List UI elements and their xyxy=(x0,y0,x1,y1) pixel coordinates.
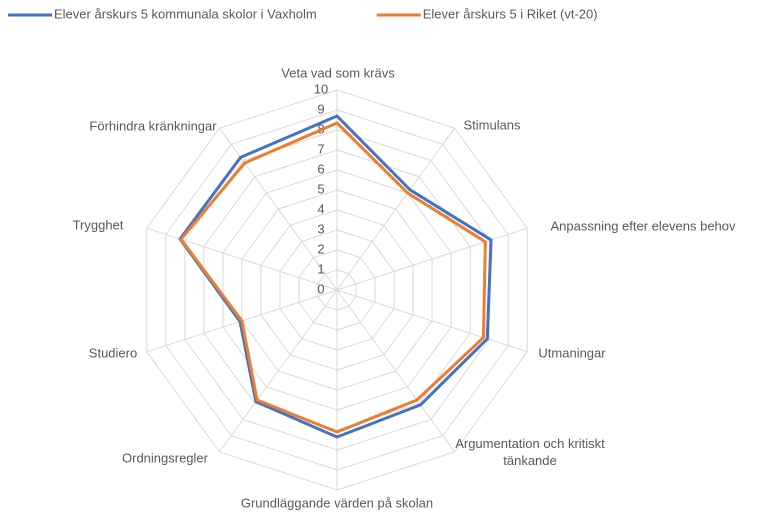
spoke xyxy=(219,127,338,291)
r-tick-label: 10 xyxy=(314,81,328,96)
spoke xyxy=(336,289,455,453)
r-tick-label: 0 xyxy=(317,281,324,296)
spoke xyxy=(146,227,338,291)
category-label: Ordningsregler xyxy=(122,450,208,466)
category-label: Argumentation och kritiskt tänkande xyxy=(455,436,605,468)
r-tick-label: 1 xyxy=(317,261,324,276)
r-tick-label: 5 xyxy=(317,181,324,196)
category-label: Stimulans xyxy=(463,117,521,133)
r-tick-label: 6 xyxy=(317,161,324,176)
spoke xyxy=(336,227,528,291)
category-label: Utmaningar xyxy=(538,345,606,361)
r-tick-label: 7 xyxy=(317,141,324,156)
r-tick-label: 2 xyxy=(317,241,324,256)
category-label: Studiero xyxy=(88,345,138,361)
spoke xyxy=(336,289,528,353)
series-line xyxy=(179,121,487,434)
spoke xyxy=(219,289,338,453)
category-label: Grundläggande värden på skolan xyxy=(240,495,434,511)
category-label: Trygghet xyxy=(72,217,124,233)
category-label: Veta vad som krävs xyxy=(281,65,395,81)
category-label: Förhindra kränkningar xyxy=(89,118,217,134)
r-tick-label: 3 xyxy=(317,221,324,236)
category-label: Anpassning efter elevens behov xyxy=(550,218,736,234)
series-line xyxy=(178,114,493,439)
r-tick-label: 9 xyxy=(317,101,324,116)
legend-label: Elever årskurs 5 i Riket (vt-20) xyxy=(423,6,598,21)
spoke xyxy=(336,127,455,291)
legend-label: Elever årskurs 5 kommunala skolor i Vaxh… xyxy=(54,6,317,21)
r-tick-label: 4 xyxy=(317,201,324,216)
